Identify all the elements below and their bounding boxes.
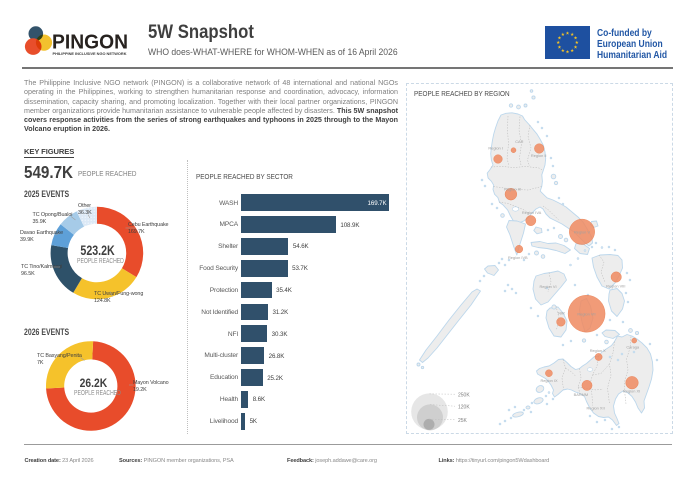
svg-text:Region XI: Region XI [623, 388, 640, 393]
svg-text:Caraga: Caraga [626, 344, 640, 349]
svg-text:120K: 120K [458, 404, 470, 410]
svg-text:Region VI: Region VI [539, 284, 556, 289]
svg-text:Region IVB: Region IVB [508, 255, 528, 260]
svg-text:BARMM: BARMM [574, 392, 588, 397]
svg-text:Region X: Region X [590, 348, 606, 353]
svg-text:25K: 25K [458, 418, 468, 424]
svg-text:Region XII: Region XII [587, 405, 605, 410]
svg-text:Region IVA: Region IVA [522, 210, 542, 215]
svg-text:Region IX: Region IX [540, 378, 557, 383]
svg-text:Region II: Region II [531, 153, 547, 158]
svg-text:Region I: Region I [488, 146, 503, 151]
svg-text:Region VII: Region VII [577, 312, 595, 317]
svg-text:Region VIII: Region VIII [606, 284, 625, 289]
svg-text:PHILIPPINE INCLUSIVE NGO NETWO: PHILIPPINE INCLUSIVE NGO NETWORK [53, 52, 127, 56]
svg-text:CAR: CAR [515, 139, 523, 144]
svg-text:Region III: Region III [504, 186, 521, 191]
svg-text:250K: 250K [458, 392, 470, 398]
svg-text:NIR: NIR [558, 311, 565, 316]
svg-text:Region V: Region V [574, 230, 590, 235]
svg-text:PINGON: PINGON [52, 32, 128, 54]
